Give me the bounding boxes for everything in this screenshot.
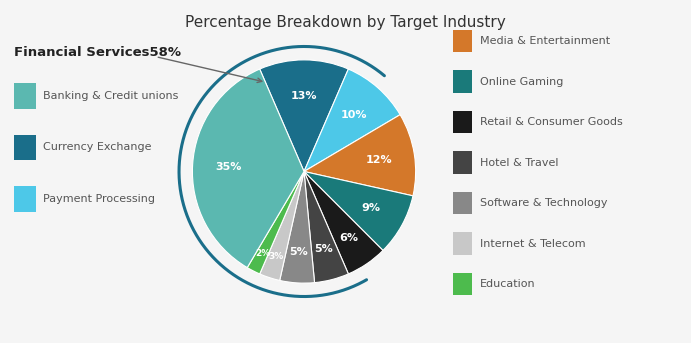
Text: Internet & Telecom: Internet & Telecom <box>480 238 586 249</box>
Wedge shape <box>304 172 383 274</box>
Text: 6%: 6% <box>340 233 359 243</box>
Text: Retail & Consumer Goods: Retail & Consumer Goods <box>480 117 623 127</box>
Text: Percentage Breakdown by Target Industry: Percentage Breakdown by Target Industry <box>185 15 506 31</box>
Wedge shape <box>192 69 304 268</box>
Text: Currency Exchange: Currency Exchange <box>43 142 151 153</box>
Wedge shape <box>260 172 304 281</box>
Text: Education: Education <box>480 279 536 289</box>
Wedge shape <box>304 115 416 196</box>
Text: Software & Technology: Software & Technology <box>480 198 608 208</box>
Text: 5%: 5% <box>314 244 333 255</box>
Wedge shape <box>247 172 304 274</box>
Text: Financial Services58%: Financial Services58% <box>14 46 181 59</box>
Wedge shape <box>304 172 348 283</box>
Text: 3%: 3% <box>269 252 284 261</box>
Text: 13%: 13% <box>291 91 317 100</box>
Text: Online Gaming: Online Gaming <box>480 76 564 87</box>
Text: Hotel & Travel: Hotel & Travel <box>480 157 559 168</box>
Text: 10%: 10% <box>341 109 368 120</box>
Wedge shape <box>304 69 400 172</box>
Text: 5%: 5% <box>290 247 308 257</box>
Wedge shape <box>260 60 348 172</box>
Wedge shape <box>304 172 413 250</box>
Text: 9%: 9% <box>361 203 380 213</box>
Text: 35%: 35% <box>215 162 241 172</box>
Text: Payment Processing: Payment Processing <box>43 194 155 204</box>
Text: 2%: 2% <box>255 249 270 258</box>
Text: Banking & Credit unions: Banking & Credit unions <box>43 91 178 101</box>
Text: 12%: 12% <box>366 155 392 165</box>
Wedge shape <box>280 172 314 283</box>
Text: Media & Entertainment: Media & Entertainment <box>480 36 610 46</box>
